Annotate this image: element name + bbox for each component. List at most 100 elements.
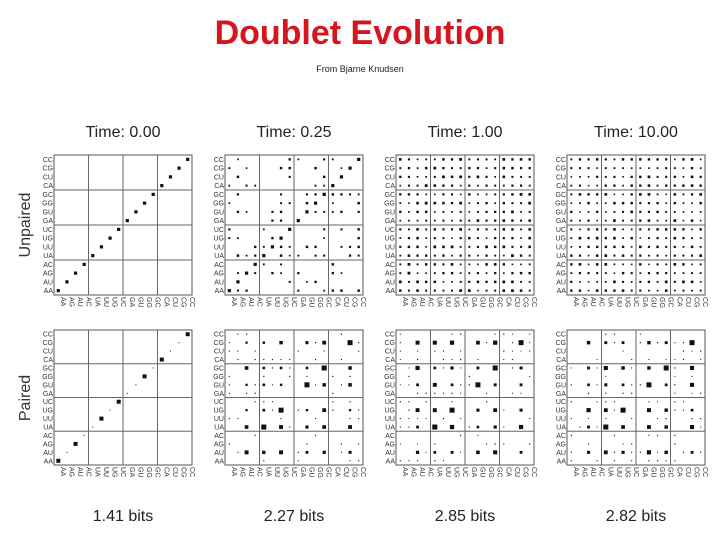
unpaired-matrix-dot (528, 263, 531, 266)
paired-matrix-dot (358, 443, 360, 445)
unpaired-matrix-dot (468, 202, 471, 204)
paired-matrix-dot (425, 401, 427, 403)
unpaired-y-tick: UC (43, 227, 53, 234)
unpaired-matrix-dot (314, 210, 317, 213)
paired-matrix-dot (399, 401, 401, 403)
unpaired-matrix-dot (528, 219, 531, 222)
paired-y-tick: UG (43, 408, 54, 415)
paired-x-tick: UU (615, 467, 622, 477)
paired-matrix-dot (271, 384, 273, 386)
page-title: Doublet Evolution (214, 14, 506, 52)
paired-y-tick: UU (214, 416, 224, 423)
unpaired-matrix-dot (570, 289, 573, 292)
unpaired-y-tick: CU (43, 174, 53, 181)
unpaired-matrix-dot (407, 193, 411, 196)
unpaired-matrix-dot (682, 202, 685, 204)
unpaired-matrix-dot (682, 280, 685, 284)
unpaired-matrix-dot (503, 254, 505, 257)
unpaired-matrix-dot (665, 210, 668, 213)
paired-matrix-dot (613, 333, 616, 335)
unpaired-matrix-dot (647, 202, 651, 205)
unpaired-matrix-dot (450, 271, 454, 275)
unpaired-y-tick: UA (43, 253, 53, 260)
unpaired-matrix-dot (630, 272, 633, 275)
unpaired-matrix-dot (520, 245, 523, 248)
unpaired-matrix-dot (699, 289, 702, 292)
unpaired-matrix-dot (288, 158, 291, 161)
paired-matrix-dot (417, 418, 419, 420)
paired-matrix-dot (477, 434, 479, 436)
unpaired-matrix-dot (622, 193, 624, 196)
unpaired-matrix-dot (673, 236, 677, 240)
paired-matrix-dot (434, 392, 436, 394)
unpaired-matrix-dot (682, 254, 685, 257)
paired-matrix-dot (674, 460, 676, 462)
unpaired-matrix-dot (186, 157, 190, 161)
unpaired-matrix-dot (647, 228, 650, 231)
paired-matrix-dot (529, 443, 531, 445)
paired-x-tick: UA (93, 467, 100, 477)
unpaired-matrix-dot (570, 202, 573, 204)
unpaired-matrix-dot (485, 272, 488, 274)
paired-matrix-dot (476, 340, 480, 345)
paired-matrix-dot (340, 384, 343, 386)
unpaired-matrix-dot (699, 158, 702, 161)
paired-matrix-dot (586, 408, 591, 413)
row-label-unpaired: Unpaired (17, 193, 34, 258)
unpaired-matrix-dot (331, 289, 334, 292)
unpaired-matrix-dot (451, 280, 453, 283)
unpaired-matrix-dot (690, 193, 694, 196)
unpaired-x-tick: CG (180, 297, 187, 308)
paired-matrix-dot (135, 384, 137, 386)
paired-x-tick: CG (693, 467, 700, 478)
paired-matrix-dot (297, 350, 299, 352)
unpaired-matrix-dot (656, 271, 659, 275)
unpaired-y-tick: CC (214, 157, 224, 164)
unpaired-x-tick: GG (316, 297, 323, 308)
paired-matrix-dot (511, 350, 513, 352)
unpaired-x-tick: UC (632, 297, 639, 307)
paired-matrix-dot (245, 341, 248, 344)
unpaired-matrix-dot (630, 236, 633, 240)
unpaired-matrix-dot (656, 237, 659, 240)
unpaired-matrix-dot (528, 254, 531, 257)
paired-y-tick: AG (556, 441, 566, 448)
unpaired-y-tick: AG (214, 271, 224, 278)
unpaired-matrix-dot (639, 289, 642, 292)
paired-y-tick: UC (385, 399, 395, 406)
unpaired-matrix-dot (108, 236, 112, 240)
unpaired-matrix-dot (622, 184, 624, 187)
unpaired-matrix-dot (331, 202, 334, 204)
unpaired-matrix-dot (699, 219, 702, 222)
unpaired-matrix-dot (288, 227, 292, 231)
paired-matrix-dot (408, 426, 410, 428)
unpaired-matrix-dot (528, 289, 531, 292)
paired-matrix-dot (432, 340, 437, 345)
unpaired-matrix-dot (664, 228, 668, 231)
unpaired-x-tick: UG (111, 297, 118, 308)
paired-matrix-dot (596, 384, 598, 386)
paired-matrix-dot (432, 408, 437, 413)
unpaired-matrix-dot (494, 184, 497, 187)
paired-matrix-dot (621, 383, 625, 387)
unpaired-matrix-dot (682, 219, 685, 222)
unpaired-matrix-dot (288, 166, 291, 170)
unpaired-matrix-dot (323, 184, 326, 187)
paired-x-tick: GU (307, 467, 314, 478)
paired-x-tick: CU (513, 467, 520, 477)
unpaired-matrix-dot (587, 201, 590, 205)
unpaired-matrix-dot (442, 254, 445, 257)
unpaired-matrix-dot (630, 263, 633, 266)
unpaired-matrix-dot (494, 272, 497, 275)
unpaired-matrix-dot (613, 272, 616, 274)
paired-x-tick: UU (102, 467, 109, 477)
paired-y-tick: AG (214, 441, 224, 448)
paired-x-tick: GC (667, 467, 674, 478)
unpaired-y-tick: AG (556, 271, 566, 278)
unpaired-matrix-dot (416, 263, 419, 266)
paired-matrix-dot (674, 392, 676, 394)
paired-y-tick: AU (385, 450, 395, 457)
unpaired-matrix-dot (519, 158, 523, 161)
unpaired-matrix-dot (579, 245, 581, 248)
unpaired-matrix-dot (425, 246, 428, 248)
